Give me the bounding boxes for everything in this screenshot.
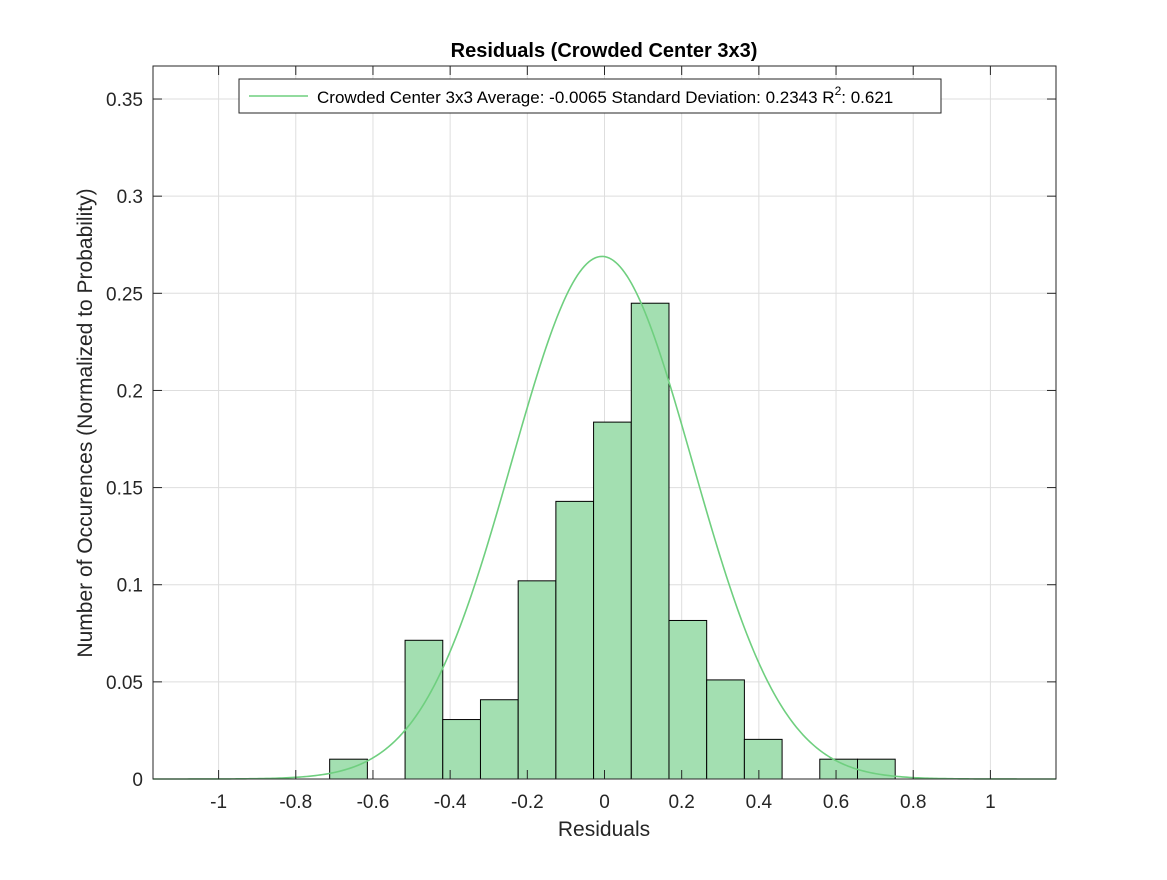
histogram-bar — [706, 679, 745, 780]
fit-layer — [153, 255, 1056, 780]
x-tick-label: -0.4 — [434, 792, 467, 813]
normal-fit-curve — [153, 255, 1056, 780]
y-tick-label: 0.2 — [117, 381, 143, 402]
x-tick-label: -0.8 — [279, 792, 312, 813]
x-tick-label: 0.2 — [668, 792, 694, 813]
y-tick-label: 0.3 — [117, 187, 143, 208]
x-tick-label: 0 — [599, 792, 610, 813]
legend-text-tail: : 0.621 — [841, 88, 893, 107]
y-tick-label: 0.25 — [106, 284, 143, 305]
legend-entry: Crowded Center 3x3 Average: -0.0065 Stan… — [317, 84, 893, 107]
histogram-bar — [404, 639, 444, 780]
y-tick-label: 0 — [132, 770, 143, 791]
histogram-bar — [555, 500, 595, 780]
x-tick-label: 0.8 — [900, 792, 926, 813]
x-tick-label: 0.4 — [746, 792, 773, 813]
histogram-bar — [630, 302, 670, 780]
legend-superscript: 2 — [835, 84, 842, 98]
chart-title: Residuals (Crowded Center 3x3) — [451, 40, 758, 62]
legend-text-main: Crowded Center 3x3 Average: -0.0065 Stan… — [317, 88, 835, 107]
histogram-bar — [479, 699, 519, 780]
y-tick-labels: 0 0.05 0.1 0.15 0.2 0.25 0.3 0.35 — [106, 90, 143, 791]
x-axis-label: Residuals — [558, 818, 650, 841]
x-tick-label: 1 — [985, 792, 996, 813]
y-axis-label: Number of Occurences (Normalized to Prob… — [74, 188, 97, 657]
histogram-bar — [743, 738, 783, 780]
ticks-layer — [153, 66, 1056, 780]
y-tick-label: 0.15 — [106, 479, 143, 500]
histogram-bar — [517, 580, 557, 780]
bars-layer — [329, 302, 896, 780]
x-tick-labels: -1 -0.8 -0.6 -0.4 -0.2 0 0.2 0.4 0.6 0.8 1 — [210, 792, 996, 813]
legend: Crowded Center 3x3 Average: -0.0065 Stan… — [238, 78, 942, 114]
x-tick-label: -1 — [210, 792, 227, 813]
y-tick-label: 0.35 — [106, 90, 143, 111]
x-tick-label: -0.6 — [357, 792, 390, 813]
x-tick-label: -0.2 — [511, 792, 544, 813]
histogram-bar — [668, 619, 708, 780]
y-tick-label: 0.1 — [117, 576, 143, 597]
histogram-bar — [442, 719, 481, 780]
y-tick-label: 0.05 — [106, 673, 143, 694]
histogram-bar — [593, 421, 632, 780]
x-tick-label: 0.6 — [823, 792, 849, 813]
legend-box — [238, 78, 942, 114]
